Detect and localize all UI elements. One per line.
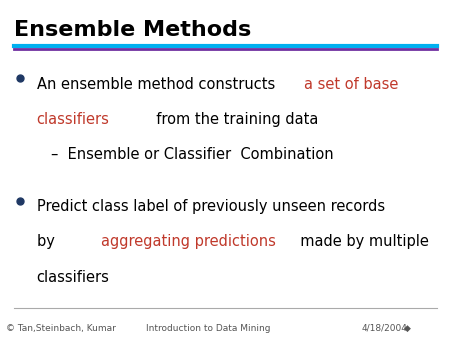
Text: made by multiple: made by multiple	[291, 234, 429, 249]
Text: An ensemble method constructs: An ensemble method constructs	[36, 77, 279, 92]
Text: Ensemble Methods: Ensemble Methods	[14, 20, 251, 40]
Text: aggregating predictions: aggregating predictions	[101, 234, 276, 249]
Text: by: by	[36, 234, 59, 249]
Text: Predict class label of previously unseen records: Predict class label of previously unseen…	[36, 199, 385, 214]
Text: from the training data: from the training data	[148, 112, 319, 127]
Text: a set of base: a set of base	[304, 77, 398, 92]
Text: 4/18/2004: 4/18/2004	[361, 324, 407, 333]
Text: classifiers: classifiers	[36, 112, 109, 127]
Text: –  Ensemble or Classifier  Combination: – Ensemble or Classifier Combination	[51, 147, 334, 162]
Text: © Tan,Steinbach, Kumar: © Tan,Steinbach, Kumar	[5, 324, 115, 333]
Text: Introduction to Data Mining: Introduction to Data Mining	[146, 324, 270, 333]
Text: classifiers: classifiers	[36, 270, 109, 285]
Text: ◆: ◆	[404, 324, 411, 333]
